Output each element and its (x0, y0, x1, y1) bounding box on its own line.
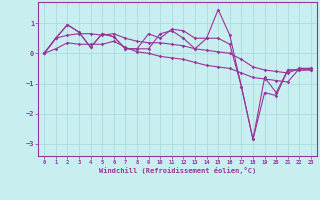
X-axis label: Windchill (Refroidissement éolien,°C): Windchill (Refroidissement éolien,°C) (99, 167, 256, 174)
